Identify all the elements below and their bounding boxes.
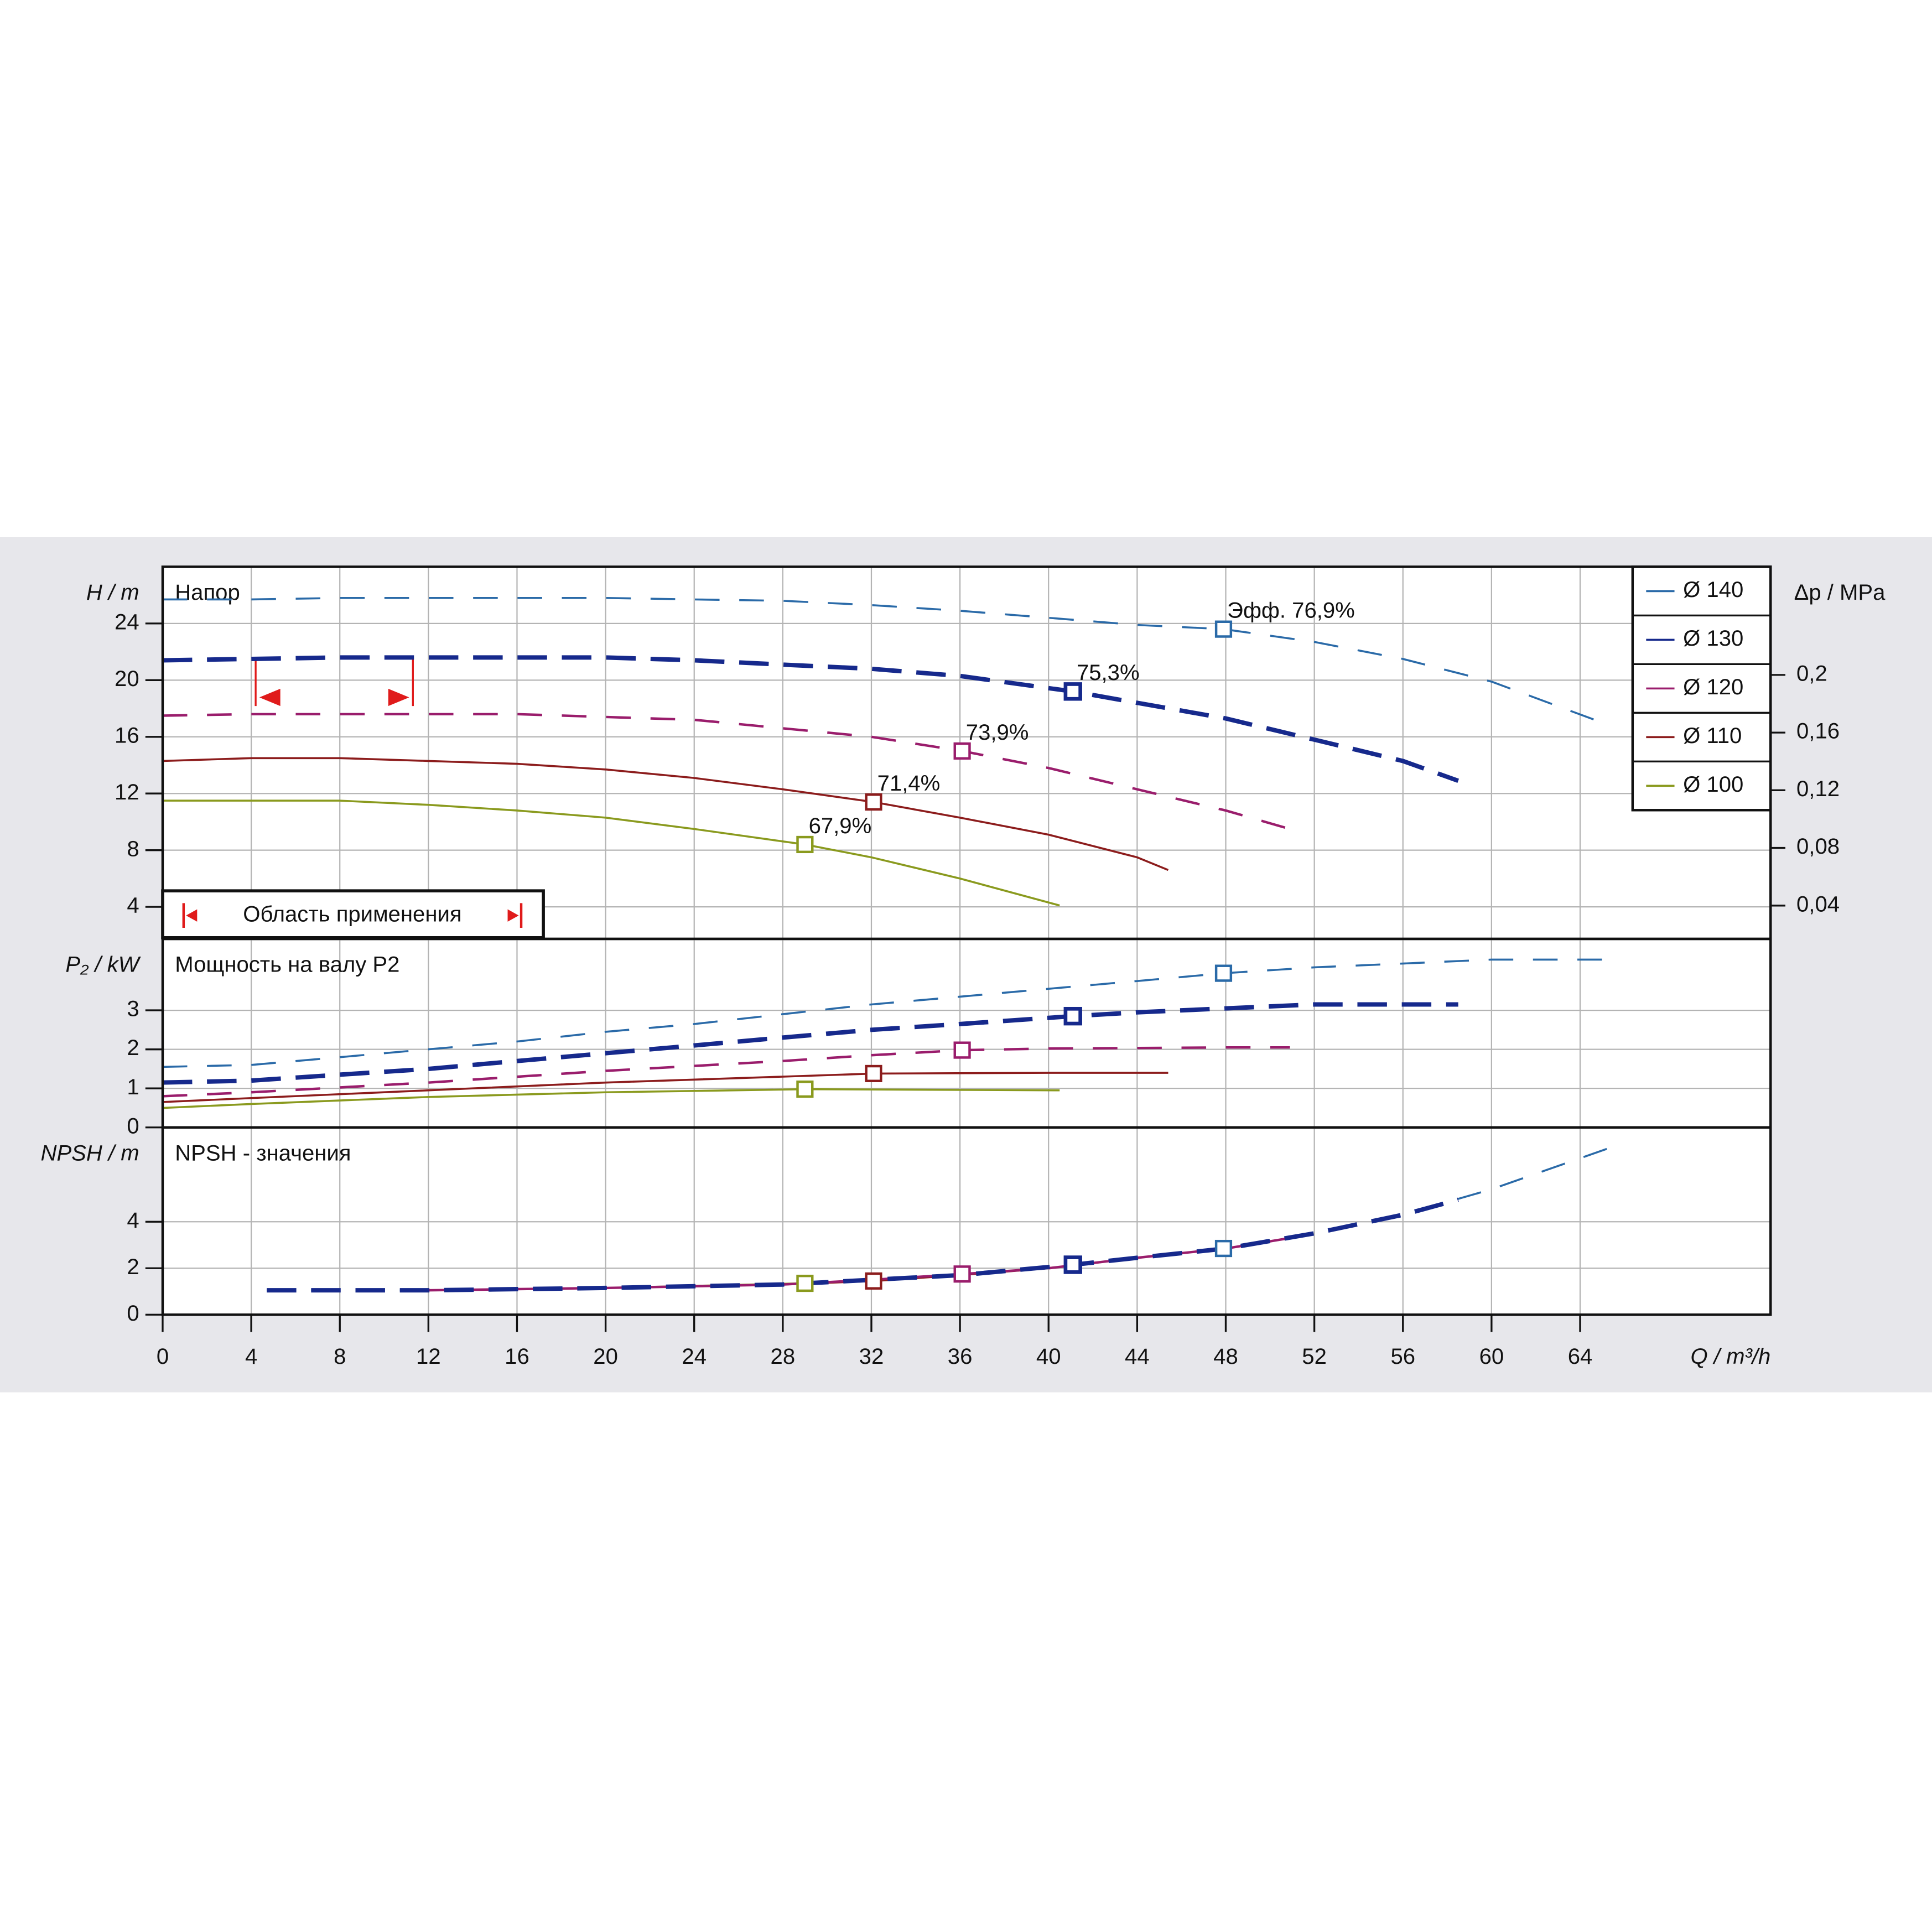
plot-area xyxy=(162,567,1771,1315)
y-axis-label: P₂ / kW xyxy=(65,953,141,977)
curve xyxy=(162,597,1603,724)
y2-tick-label: 0,16 xyxy=(1796,719,1840,744)
y-tick-label: 3 xyxy=(127,997,139,1021)
duty-label: 75,3% xyxy=(1077,661,1140,685)
duty-point xyxy=(953,742,971,760)
y-tick-label: 1 xyxy=(127,1075,139,1099)
duty-label: Эфф. 76,9% xyxy=(1227,599,1355,623)
legend-label: Ø 110 xyxy=(1683,724,1742,748)
y-tick-label: 24 xyxy=(115,610,139,634)
x-tick-label: 12 xyxy=(416,1344,441,1369)
curve xyxy=(162,757,1169,871)
y-tick-label: 0 xyxy=(127,1114,139,1138)
range-label-arrow xyxy=(186,909,198,922)
x-axis-label: Q / m³/h xyxy=(1691,1344,1771,1369)
x-tick-label: 56 xyxy=(1390,1344,1415,1369)
panel-subtitle: Мощность на валу P2 xyxy=(175,953,399,977)
y-tick-label: 0 xyxy=(127,1301,139,1326)
curve xyxy=(162,1046,1290,1098)
y2-tick-label: 0,2 xyxy=(1796,661,1827,685)
duty-point xyxy=(1063,1255,1082,1274)
duty-point xyxy=(1214,620,1233,638)
range-arrow xyxy=(388,688,409,707)
x-tick-label: 16 xyxy=(505,1344,529,1369)
y-tick-label: 2 xyxy=(127,1036,139,1060)
x-tick-label: 24 xyxy=(682,1344,707,1369)
curve xyxy=(267,1197,1459,1293)
duty-point xyxy=(865,1064,882,1082)
curve xyxy=(162,1002,1458,1085)
duty-point xyxy=(865,793,882,811)
duty-point xyxy=(796,835,814,854)
x-tick-label: 40 xyxy=(1036,1344,1061,1369)
curve xyxy=(162,1072,1168,1103)
x-tick-label: 4 xyxy=(245,1344,257,1369)
curve xyxy=(162,655,1460,783)
duty-point xyxy=(796,1081,814,1098)
x-tick-label: 44 xyxy=(1125,1344,1150,1369)
curve xyxy=(162,1088,1060,1109)
duty-point xyxy=(865,1272,882,1290)
duty-point xyxy=(953,1041,971,1059)
y-tick-label: 8 xyxy=(127,837,139,861)
curve xyxy=(162,799,1060,907)
y2-tick-label: 0,12 xyxy=(1796,777,1840,801)
range-label: Область применения xyxy=(243,902,461,926)
x-tick-label: 28 xyxy=(771,1344,796,1369)
duty-point xyxy=(1214,964,1233,982)
y-tick-label: 4 xyxy=(127,1208,139,1233)
duty-label: 71,4% xyxy=(877,771,941,796)
y2-tick-label: 0,04 xyxy=(1796,892,1840,916)
duty-point xyxy=(1063,682,1082,701)
x-tick-label: 8 xyxy=(334,1344,346,1369)
y-tick-label: 12 xyxy=(115,780,139,804)
y-axis-label: NPSH / m xyxy=(41,1141,139,1165)
legend-label: Ø 140 xyxy=(1683,578,1743,602)
curve xyxy=(162,958,1612,1068)
x-tick-label: 0 xyxy=(157,1344,169,1369)
panel-frame xyxy=(161,1126,1772,1316)
duty-point xyxy=(1063,1006,1082,1026)
y-tick-label: 20 xyxy=(115,667,139,691)
curve xyxy=(162,713,1291,830)
legend-label: Ø 120 xyxy=(1683,675,1743,699)
y-tick-label: 2 xyxy=(127,1255,139,1279)
panel-subtitle: Напор xyxy=(175,580,240,605)
panel-subtitle: NPSH - значения xyxy=(175,1141,351,1165)
x-tick-label: 32 xyxy=(859,1344,884,1369)
duty-label: 67,9% xyxy=(809,814,872,838)
y2-axis-label: Δp / MPa xyxy=(1794,580,1886,605)
x-tick-label: 60 xyxy=(1479,1344,1504,1369)
legend-label: Ø 130 xyxy=(1683,626,1743,651)
x-tick-label: 48 xyxy=(1213,1344,1238,1369)
legend-label: Ø 100 xyxy=(1683,772,1743,797)
y-tick-label: 4 xyxy=(127,894,139,918)
range-label-arrow xyxy=(507,909,519,922)
range-arrow xyxy=(259,688,281,707)
y2-tick-label: 0,08 xyxy=(1796,834,1840,859)
x-tick-label: 36 xyxy=(948,1344,973,1369)
duty-point xyxy=(1214,1239,1233,1258)
y-axis-label: H / m xyxy=(86,580,139,605)
x-tick-label: 64 xyxy=(1568,1344,1593,1369)
range-label-box xyxy=(161,889,545,939)
x-tick-label: 20 xyxy=(593,1344,618,1369)
y-tick-label: 16 xyxy=(115,723,139,747)
duty-label: 73,9% xyxy=(966,720,1029,745)
duty-point xyxy=(796,1274,814,1292)
x-tick-label: 52 xyxy=(1302,1344,1327,1369)
duty-point xyxy=(953,1265,971,1283)
